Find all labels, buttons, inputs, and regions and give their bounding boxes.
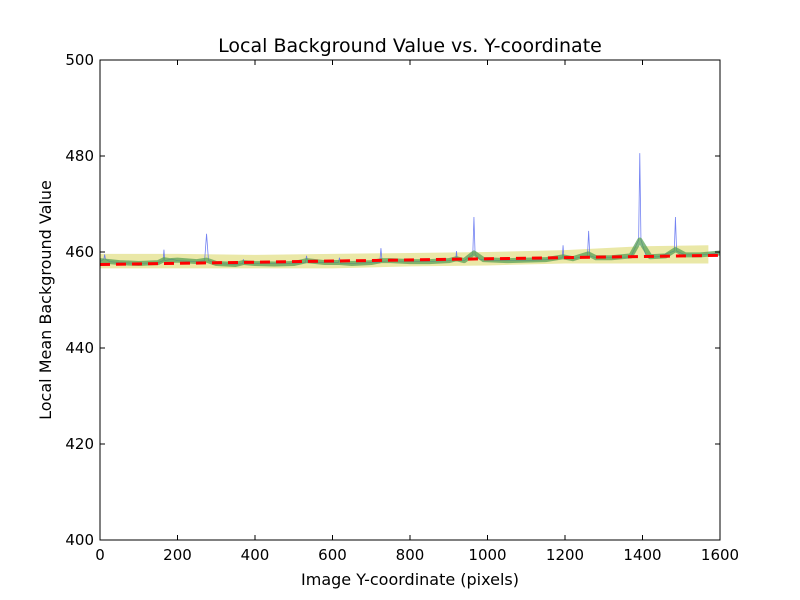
x-axis-label: Image Y-coordinate (pixels)	[301, 570, 519, 589]
y-axis-label: Local Mean Background Value	[36, 180, 55, 420]
y-tick-label: 500	[65, 51, 94, 69]
y-tick-label: 400	[65, 531, 94, 549]
plot-frame	[99, 59, 721, 541]
x-tick-label: 1600	[701, 546, 739, 564]
x-tick-label: 1000	[468, 546, 506, 564]
axis-ticks: 0 200 400 600 800 1000 1200 1400 1600 400 420 440 46…	[65, 51, 739, 564]
x-tick-label: 200	[163, 546, 192, 564]
x-tick-label: 400	[241, 546, 270, 564]
x-tick-label: 600	[318, 546, 347, 564]
x-tick-label: 0	[95, 546, 105, 564]
x-tick-label: 1400	[623, 546, 661, 564]
x-tick-label: 800	[396, 546, 425, 564]
y-tick-label: 420	[65, 435, 94, 453]
y-tick-label: 480	[65, 147, 94, 165]
chart-title: Local Background Value vs. Y-coordinate	[218, 35, 602, 57]
y-tick-label: 460	[65, 243, 94, 261]
fit-series-line	[99, 253, 721, 266]
plot-area	[99, 153, 721, 269]
x-tick-label: 1200	[546, 546, 584, 564]
y-tick-label: 440	[65, 339, 94, 357]
